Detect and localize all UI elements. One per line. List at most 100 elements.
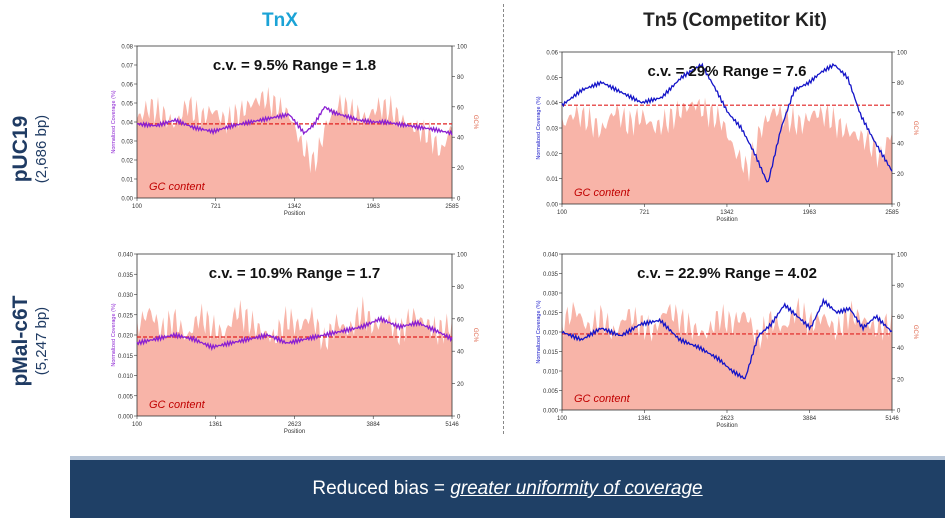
y-tick-label: 0.04 xyxy=(121,121,133,127)
gc-content-annotation: GC content xyxy=(574,393,631,405)
y-tick-label: 0.06 xyxy=(121,83,133,89)
chart-title: c.v. = 9.5% Range = 1.8 xyxy=(213,57,376,74)
y-axis-label: Normalized Coverage (%) xyxy=(536,300,542,363)
coverage-line xyxy=(136,105,453,136)
x-tick-label: 1361 xyxy=(209,422,223,428)
x-tick-label: 100 xyxy=(557,416,568,422)
y-tick-label: 0.020 xyxy=(118,334,134,340)
y-tick-label: 0.040 xyxy=(118,253,134,259)
x-tick-label: 100 xyxy=(132,204,143,210)
column-title-tn5: Tn5 (Competitor Kit) xyxy=(643,10,827,31)
y-tick-label: 0.025 xyxy=(118,313,134,319)
column-title-tnx: TnX xyxy=(262,10,298,31)
y2-tick-label: 80 xyxy=(897,81,904,87)
y-tick-label: 0.015 xyxy=(118,354,134,360)
y-tick-label: 0.03 xyxy=(546,127,558,133)
y2-tick-label: 80 xyxy=(457,285,464,291)
x-tick-label: 5146 xyxy=(445,422,459,428)
chart-title: c.v. = 29% Range = 7.6 xyxy=(648,63,807,80)
x-tick-label: 3884 xyxy=(367,422,381,428)
y-tick-label: 0.03 xyxy=(121,140,133,146)
y-tick-label: 0.00 xyxy=(546,203,558,209)
gc-content-area xyxy=(562,297,892,410)
coverage-line xyxy=(561,62,893,183)
y2-tick-label: 40 xyxy=(457,350,464,356)
y-tick-label: 0.04 xyxy=(546,101,558,107)
y2-tick-label: 40 xyxy=(897,346,904,352)
x-tick-label: 1963 xyxy=(366,204,380,210)
y2-tick-label: 20 xyxy=(457,382,464,388)
y2-tick-label: 60 xyxy=(897,315,904,321)
y2-tick-label: 20 xyxy=(457,166,464,172)
y-tick-label: 0.005 xyxy=(543,389,559,395)
chart-title: c.v. = 22.9% Range = 4.02 xyxy=(637,265,817,282)
y-tick-label: 0.08 xyxy=(121,45,133,51)
x-tick-label: 1361 xyxy=(638,416,652,422)
gc-content-annotation: GC content xyxy=(149,399,206,411)
x-axis-label: Position xyxy=(284,211,305,217)
banner-emphasis: greater uniformity of coverage xyxy=(450,478,703,499)
y-axis-label: Normalized Coverage (%) xyxy=(536,96,542,159)
y2-axis-label: GC% xyxy=(472,115,478,130)
y-tick-label: 0.05 xyxy=(121,102,133,108)
y-tick-label: 0.035 xyxy=(118,273,134,279)
y2-axis-label: GC% xyxy=(912,121,918,136)
x-tick-label: 2623 xyxy=(288,422,302,428)
y2-tick-label: 0 xyxy=(457,197,461,203)
x-tick-label: 2585 xyxy=(445,204,459,210)
chart-tn5-puc19: 0.00 0.01 0.02 0.03 0.04 0.05 0.06 0 20 40 60 80 100… xyxy=(536,51,918,224)
gc-content-annotation: GC content xyxy=(149,181,206,193)
y-tick-label: 0.025 xyxy=(543,311,559,317)
y-tick-label: 0.010 xyxy=(543,370,559,376)
y-axis-label: Normalized Coverage (%) xyxy=(111,303,117,366)
y-tick-label: 0.010 xyxy=(118,374,134,380)
y2-tick-label: 40 xyxy=(897,142,904,148)
chart-tnx-pmal: 0.000 0.005 0.010 0.015 0.020 0.025 0.030 0.035… xyxy=(111,253,478,436)
x-tick-label: 5146 xyxy=(885,416,899,422)
y-tick-label: 0.05 xyxy=(546,76,558,82)
x-tick-label: 1342 xyxy=(288,204,302,210)
row-label-sub: (5,247 bp) xyxy=(33,306,50,376)
x-axis-label: Position xyxy=(716,423,737,429)
x-tick-label: 721 xyxy=(639,210,650,216)
banner-shadow xyxy=(70,456,945,460)
y2-tick-label: 60 xyxy=(897,111,904,117)
y-tick-label: 0.040 xyxy=(543,253,559,259)
gc-content-area xyxy=(562,97,892,204)
chart-tnx-puc19: 0.00 0.01 0.02 0.03 0.04 0.05 0.06 0.07 0.08 0 20 4… xyxy=(111,45,478,218)
y-tick-label: 0.015 xyxy=(543,350,559,356)
y2-tick-label: 80 xyxy=(897,284,904,290)
x-tick-label: 3884 xyxy=(803,416,817,422)
y-tick-label: 0.02 xyxy=(121,159,133,165)
x-tick-label: 1342 xyxy=(720,210,734,216)
y2-axis-label: GC% xyxy=(472,328,478,343)
y2-tick-label: 80 xyxy=(457,75,464,81)
coverage-line xyxy=(561,297,893,380)
chart-title: c.v. = 10.9% Range = 1.7 xyxy=(209,265,381,282)
x-axis-label: Position xyxy=(716,217,737,223)
y-tick-label: 0.02 xyxy=(546,152,558,158)
x-tick-label: 1963 xyxy=(803,210,817,216)
y2-tick-label: 100 xyxy=(457,253,468,259)
y-axis-label: Normalized Coverage (%) xyxy=(111,90,117,153)
y-tick-label: 0.06 xyxy=(546,51,558,57)
x-axis-label: Position xyxy=(284,429,305,435)
y2-axis-label: GC% xyxy=(912,325,918,340)
x-tick-label: 100 xyxy=(132,422,143,428)
y2-tick-label: 0 xyxy=(897,409,901,415)
y-tick-label: 0.01 xyxy=(546,177,558,183)
y-tick-label: 0.00 xyxy=(121,197,133,203)
y-tick-label: 0.000 xyxy=(543,409,559,415)
y2-tick-label: 20 xyxy=(897,377,904,383)
y-tick-label: 0.07 xyxy=(121,64,133,70)
chart-tn5-pmal: 0.000 0.005 0.010 0.015 0.020 0.025 0.030 0.035… xyxy=(536,253,918,430)
y-tick-label: 0.005 xyxy=(118,394,134,400)
y2-tick-label: 60 xyxy=(457,105,464,111)
y2-tick-label: 0 xyxy=(897,203,901,209)
y2-tick-label: 60 xyxy=(457,317,464,323)
x-tick-label: 721 xyxy=(211,204,222,210)
y-tick-label: 0.030 xyxy=(543,292,559,298)
y-tick-label: 0.01 xyxy=(121,178,133,184)
y-tick-label: 0.000 xyxy=(118,415,134,421)
row-label-pmal: pMal-c6T (5,247 bp) xyxy=(9,211,51,471)
